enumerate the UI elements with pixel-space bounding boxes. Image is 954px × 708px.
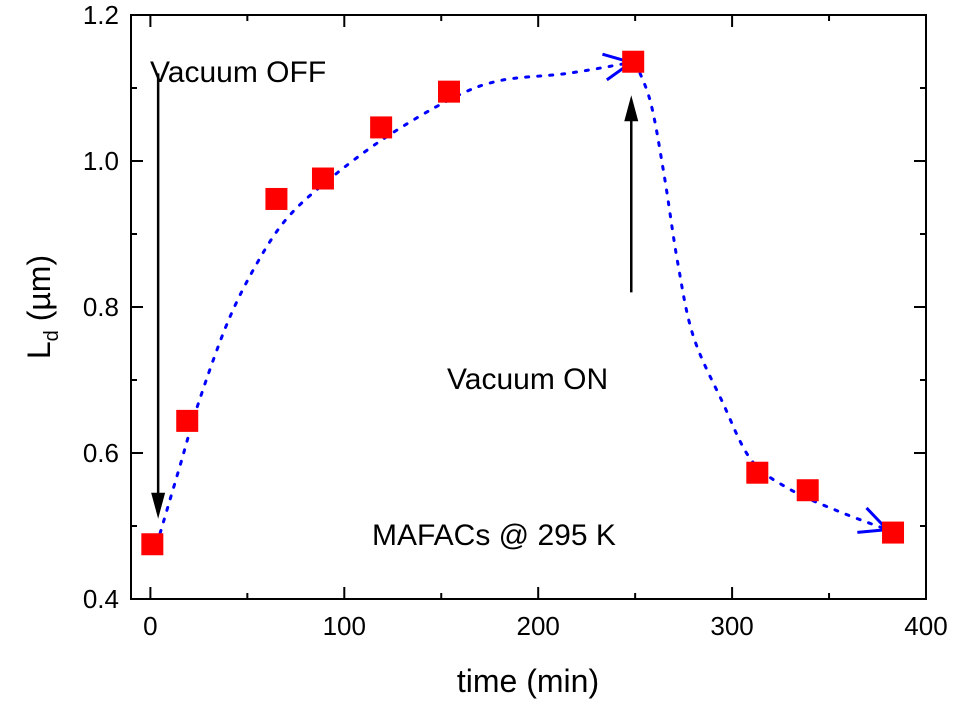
x-tick-label: 300 [710, 611, 753, 641]
x-tick-label: 0 [143, 611, 157, 641]
y-tick-label: 0.4 [83, 584, 119, 614]
data-point [622, 50, 645, 73]
data-points [141, 50, 905, 556]
plot-frame [130, 14, 927, 600]
data-point [176, 409, 199, 432]
data-point [746, 461, 769, 484]
y-tick-label: 1.2 [83, 0, 119, 30]
data-point [265, 187, 288, 210]
x-tick-label: 200 [516, 611, 559, 641]
annotation-sample: MAFACs @ 295 K [372, 519, 616, 552]
x-tick-label: 400 [904, 611, 947, 641]
y-tick-label: 0.6 [83, 438, 119, 468]
x-axis-label: time (min) [457, 663, 599, 699]
data-point [311, 167, 334, 190]
guide-curve-decay [633, 60, 889, 532]
annotation-arrowhead [151, 492, 166, 519]
annotation-vacuum-on: Vacuum ON [447, 363, 608, 396]
data-point [141, 533, 164, 556]
data-point [438, 80, 460, 103]
guide-curve-rise [158, 60, 633, 535]
y-axis-label: Ld (µm) [21, 255, 63, 359]
annotation-vacuum-off: Vacuum OFF [150, 56, 326, 89]
data-point [796, 479, 819, 502]
data-point [370, 116, 393, 139]
data-point [882, 521, 905, 544]
axis-ticks: 0 100 200 300 400 0.4 0.6 0.8 1.0 1.2 [83, 0, 948, 641]
annotation-arrowhead [624, 95, 639, 122]
y-tick-label: 1.0 [83, 146, 119, 176]
annotation-arrows [151, 73, 639, 519]
x-tick-label: 100 [323, 611, 366, 641]
guide-curves [158, 52, 891, 535]
y-tick-label: 0.8 [83, 292, 119, 322]
